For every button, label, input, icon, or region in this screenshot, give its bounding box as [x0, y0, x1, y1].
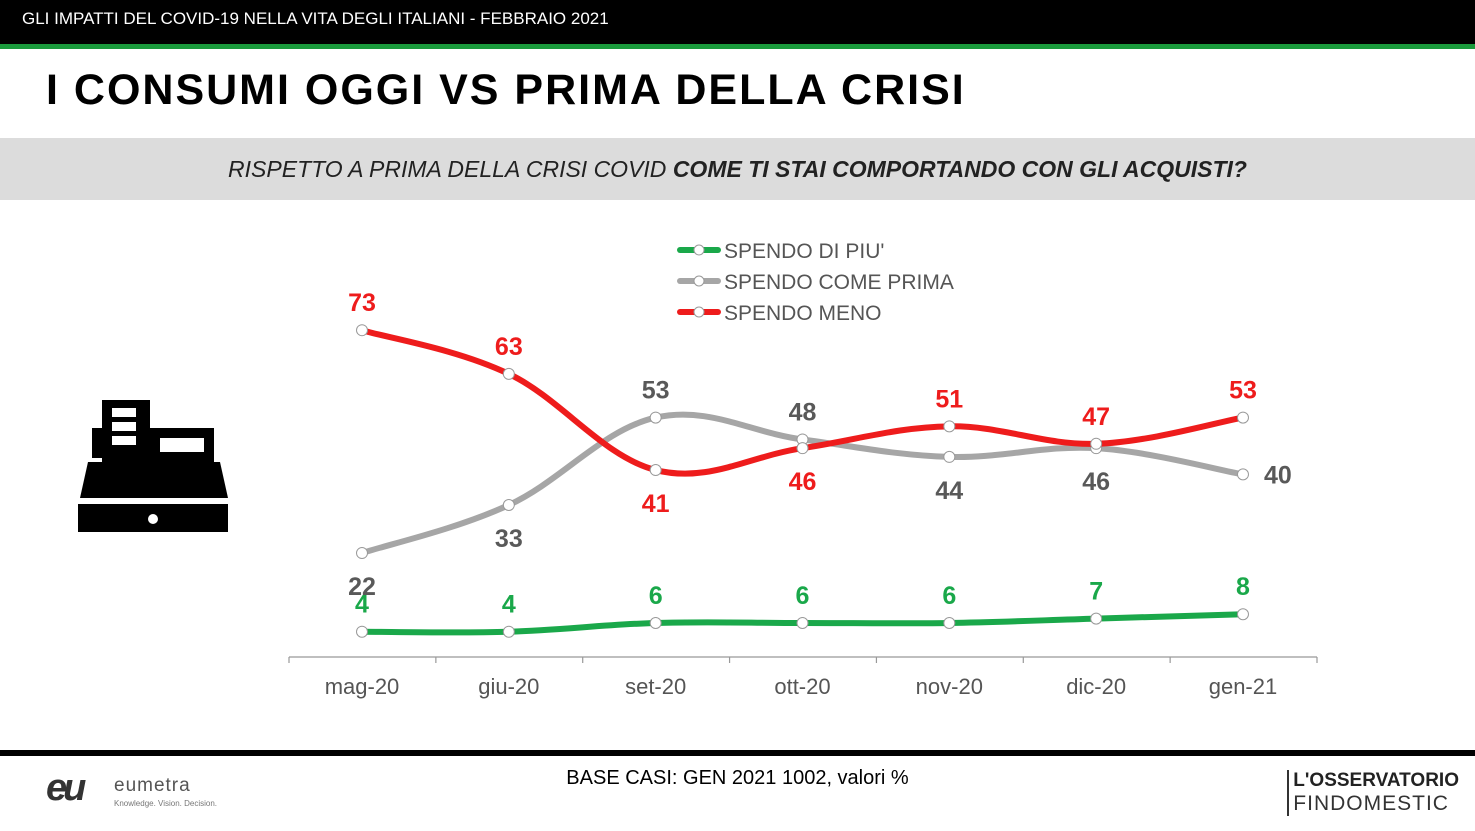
eumetra-name: eumetra [114, 775, 191, 796]
data-label-less: 46 [789, 468, 817, 496]
survey-question: RISPETTO A PRIMA DELLA CRISI COVID COME … [0, 156, 1475, 183]
data-point-more [1236, 608, 1249, 621]
question-emphasis: COME TI STAI COMPORTANDO CON GLI ACQUIST… [672, 156, 1247, 182]
data-label-more: 6 [796, 582, 810, 610]
top-bar: GLI IMPATTI DEL COVID-19 NELLA VITA DEGL… [0, 0, 1475, 44]
data-point-less [1236, 411, 1249, 424]
data-label-same: 44 [935, 477, 963, 505]
data-point-more [943, 616, 956, 629]
header-stripe [0, 44, 1475, 49]
data-point-same [502, 498, 515, 511]
legend-marker-more [693, 244, 705, 256]
x-tick-label: nov-20 [916, 674, 983, 699]
osservatorio-line: L'OSSERVATORIO [1293, 770, 1459, 791]
data-label-more: 8 [1236, 573, 1250, 601]
footer-line [0, 750, 1475, 756]
x-tick-label: giu-20 [478, 674, 539, 699]
legend-marker-same [693, 275, 705, 287]
series-layer [356, 324, 1249, 638]
data-label-same: 22 [348, 573, 376, 601]
data-point-more [649, 616, 662, 629]
header-title: GLI IMPATTI DEL COVID-19 NELLA VITA DEGL… [22, 9, 609, 28]
data-point-more [1090, 612, 1103, 625]
data-point-less [649, 464, 662, 477]
data-label-less: 63 [495, 333, 523, 361]
data-point-more [796, 616, 809, 629]
data-point-more [502, 625, 515, 638]
data-label-same: 40 [1264, 461, 1292, 489]
data-label-less: 73 [348, 289, 376, 317]
question-text: RISPETTO A PRIMA DELLA CRISI COVID [228, 156, 673, 182]
data-label-less: 53 [1229, 377, 1257, 405]
data-label-same: 48 [789, 398, 817, 426]
eumetra-tagline: Knowledge. Vision. Decision. [114, 799, 218, 808]
data-point-less [796, 442, 809, 455]
data-point-less [502, 367, 515, 380]
data-label-more: 7 [1089, 578, 1103, 606]
data-label-more: 4 [355, 591, 369, 619]
x-tick-label: mag-20 [325, 674, 400, 699]
legend-label-same: SPENDO COME PRIMA [724, 271, 954, 294]
data-point-more [356, 625, 368, 638]
legend-label-less: SPENDO MENO [724, 302, 882, 325]
x-tick-label: gen-21 [1209, 674, 1278, 699]
data-point-same [649, 411, 662, 424]
data-label-more: 4 [502, 591, 516, 619]
osservatorio-findomestic-logo: L'OSSERVATORIO FINDOMESTIC [1287, 770, 1459, 816]
data-point-less [1090, 437, 1103, 450]
data-label-less: 47 [1082, 403, 1110, 431]
x-tick-label: ott-20 [774, 674, 830, 699]
findomestic-line: FINDOMESTIC [1293, 792, 1449, 815]
sample-base-note: BASE CASI: GEN 2021 1002, valori % [566, 767, 909, 789]
cash-register-icon [78, 400, 228, 532]
data-label-more: 6 [649, 582, 663, 610]
x-tick-label: set-20 [625, 674, 686, 699]
slide-title: I CONSUMI OGGI VS PRIMA DELLA CRISI [46, 66, 966, 114]
data-point-same [356, 547, 368, 560]
data-point-less [943, 420, 956, 433]
legend-label-more: SPENDO DI PIU' [724, 240, 884, 263]
data-point-less [356, 324, 368, 337]
question-band [0, 138, 1475, 200]
chart-legend: SPENDO DI PIU' SPENDO COME PRIMA SPENDO ME… [677, 240, 954, 325]
data-label-less: 51 [935, 385, 963, 413]
data-label-less: 41 [642, 490, 670, 518]
data-label-same: 33 [495, 525, 523, 553]
line-chart: SPENDO DI PIU' SPENDO COME PRIMA SPENDO ME… [288, 240, 1318, 699]
data-point-same [1236, 468, 1249, 481]
x-axis: mag-20 giu-20 set-20 ott-20 nov-20 dic-20 gen-… [288, 656, 1318, 699]
data-point-same [943, 450, 956, 463]
eumetra-mark: eu [46, 767, 86, 809]
data-label-same: 46 [1082, 468, 1110, 496]
data-label-more: 6 [942, 582, 956, 610]
x-tick-label: dic-20 [1066, 674, 1126, 699]
legend-marker-less [693, 306, 705, 318]
data-label-same: 53 [642, 377, 670, 405]
